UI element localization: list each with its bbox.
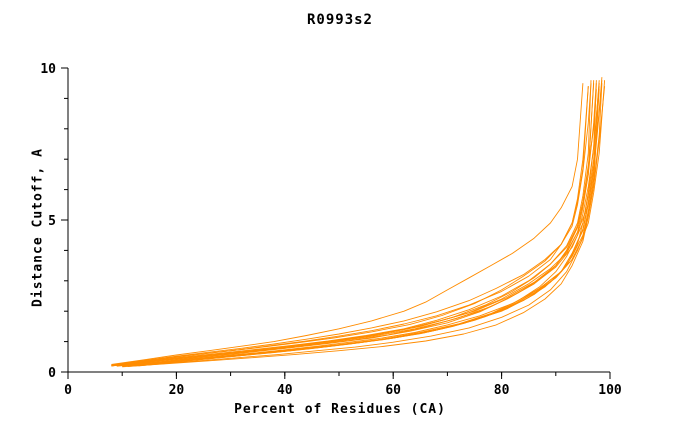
data-series-line	[111, 83, 592, 366]
x-tick-label: 100	[598, 383, 622, 398]
data-series-line	[111, 80, 592, 367]
data-series-line	[111, 86, 589, 366]
data-series-line	[111, 80, 595, 367]
data-series-line	[111, 83, 584, 365]
data-series-line	[111, 83, 597, 367]
data-series-line	[127, 80, 606, 367]
data-series-line	[138, 83, 603, 367]
data-series-line	[132, 80, 600, 367]
data-series-line	[122, 89, 600, 367]
y-tick-label: 5	[48, 214, 56, 229]
x-tick-label: 60	[385, 383, 401, 398]
data-series-line	[116, 83, 595, 366]
y-tick-label: 0	[48, 366, 56, 381]
x-tick-label: 20	[169, 383, 185, 398]
x-tick-label: 80	[494, 383, 510, 398]
x-tick-label: 40	[277, 383, 293, 398]
data-series-line	[122, 86, 606, 368]
chart-title: R0993s2	[306, 12, 373, 28]
y-tick-label: 10	[40, 62, 56, 77]
x-tick-label: 0	[64, 383, 72, 398]
data-series-line	[122, 83, 600, 366]
data-series-line	[111, 80, 597, 367]
data-series-line	[116, 86, 589, 366]
x-axis-label: Percent of Residues (CA)	[234, 402, 446, 417]
